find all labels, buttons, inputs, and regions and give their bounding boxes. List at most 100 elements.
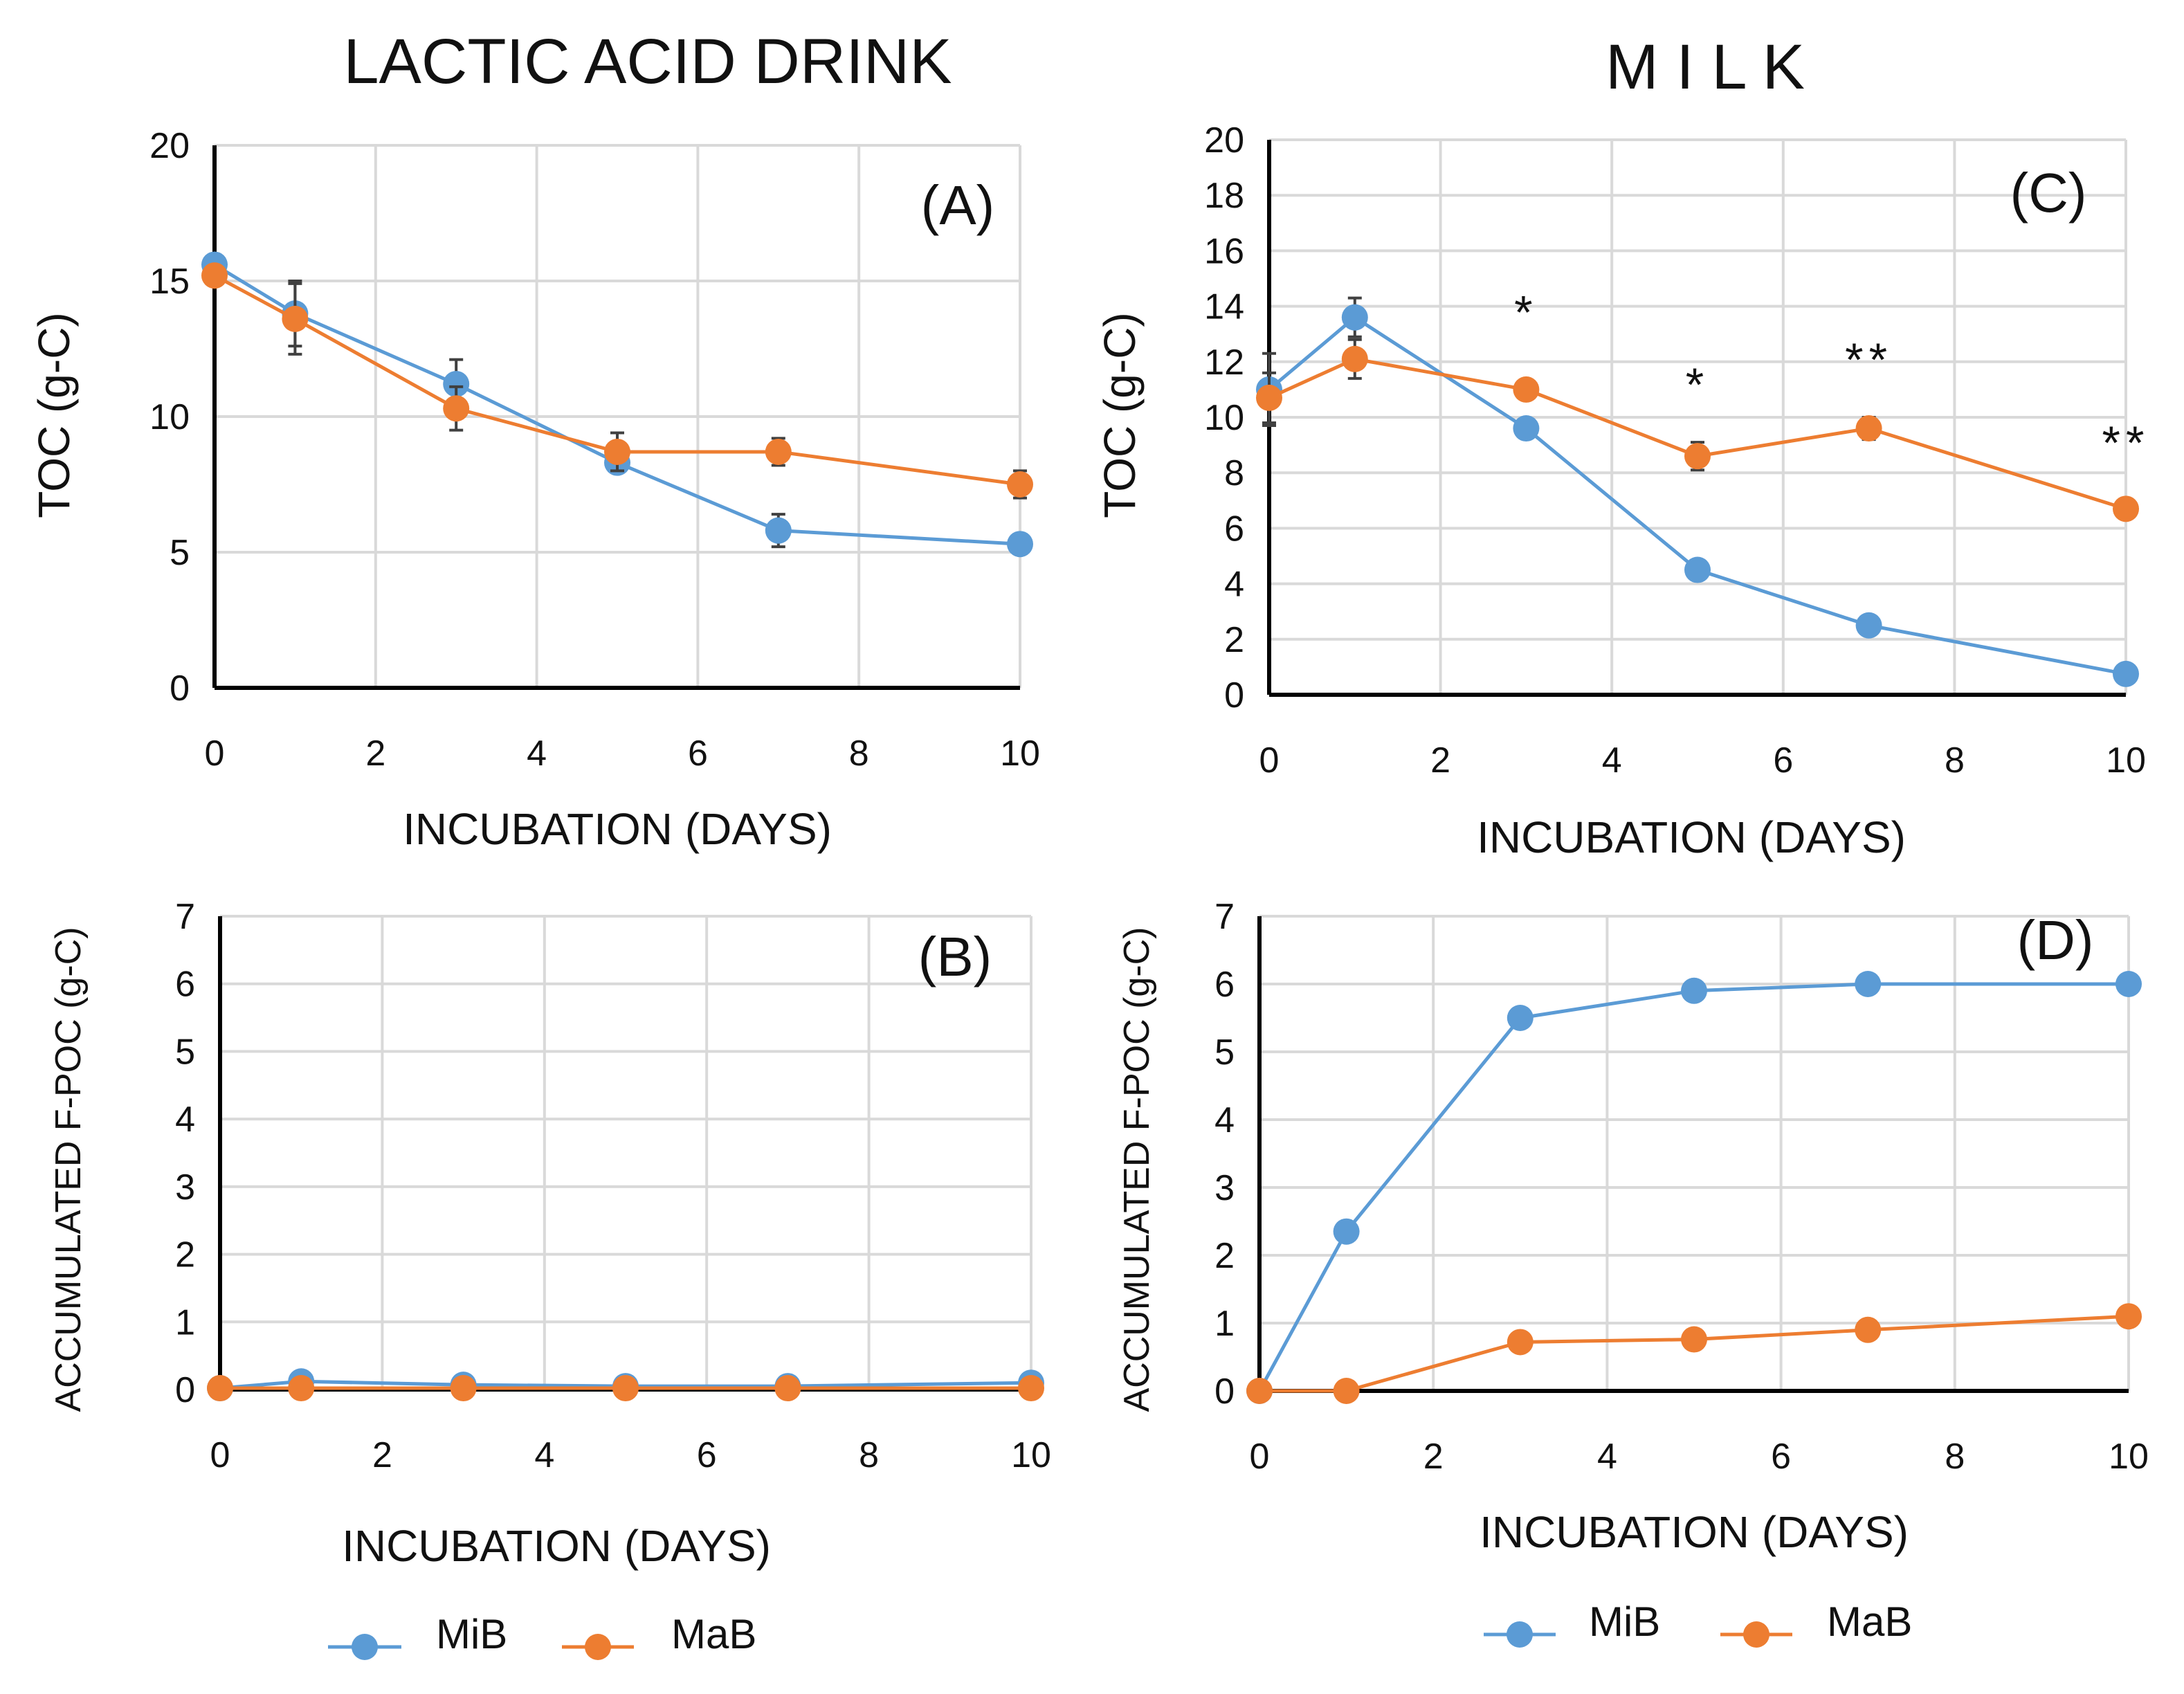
series-mib <box>1256 296 2139 687</box>
series-line <box>1268 315 2127 676</box>
data-point <box>288 1375 315 1402</box>
y-axis-label: ACCUMULATED F-POC (g-C) <box>48 927 89 1412</box>
chart-panel-a: 0 5 10 15 20 0 2 4 6 8 10 INCUBATION (DAYS) TOC (g-C… <box>29 126 1040 854</box>
legend-left: MiB MaB <box>328 1611 756 1660</box>
data-point <box>1681 1326 1707 1353</box>
data-point <box>1684 443 1711 470</box>
x-axis-label: INCUBATION (DAYS) <box>342 1521 771 1571</box>
legend-item-mab: MaB <box>1720 1599 1912 1648</box>
data-point <box>201 262 228 289</box>
x-tick-label: 6 <box>688 734 708 774</box>
y-tick-label: 18 <box>1204 176 1244 216</box>
data-point <box>765 517 792 544</box>
x-axis-label: INCUBATION (DAYS) <box>403 804 832 854</box>
x-tick-label: 0 <box>205 734 225 774</box>
y-tick-label: 6 <box>1224 509 1244 549</box>
series-line <box>1257 982 2129 1392</box>
x-axis-label: INCUBATION (DAYS) <box>1480 1507 1909 1557</box>
column-title-milk: M I L K <box>1605 32 1805 102</box>
series-line <box>1268 357 2127 511</box>
y-tick-label: 15 <box>149 262 190 302</box>
y-tick-label: 16 <box>1204 231 1244 271</box>
chart-panel-b: 0 1 2 3 4 5 6 7 0 2 4 6 8 10 INCUBATION (DAYS) ACCUMULA… <box>48 897 1051 1571</box>
data-point <box>1855 612 1882 639</box>
y-tick-label: 2 <box>1224 620 1244 660</box>
y-tick-label: 4 <box>1224 565 1244 605</box>
chart-panel-d: 0 1 2 3 4 5 6 7 0 2 4 6 8 10 INCUBATION (DAYS) ACCUMULA… <box>1117 897 2149 1557</box>
x-tick-label: 8 <box>849 734 869 774</box>
x-tick-label: 2 <box>1423 1437 1444 1477</box>
x-tick-label: 2 <box>1430 740 1450 781</box>
y-tick-label: 20 <box>1204 120 1244 161</box>
legend-right: MiB MaB <box>1484 1599 1912 1648</box>
x-tick-label: 2 <box>365 734 385 774</box>
data-point <box>1333 1378 1360 1404</box>
y-tick-label: 5 <box>175 1032 195 1072</box>
y-tick-label: 20 <box>149 126 190 166</box>
data-point <box>1513 415 1540 442</box>
x-tick-label: 10 <box>2109 1437 2149 1477</box>
y-tick-label: 5 <box>1214 1032 1235 1073</box>
x-tick-label: 8 <box>1945 740 1965 781</box>
legend-marker <box>585 1634 611 1660</box>
significance-marker: * <box>1514 286 1538 339</box>
data-point <box>765 438 792 465</box>
data-point <box>1513 376 1540 403</box>
y-tick-label: 6 <box>175 965 195 1005</box>
y-tick-label: 3 <box>175 1167 195 1208</box>
y-axis-label: TOC (g-C) <box>29 312 79 518</box>
y-tick-label: 7 <box>1214 897 1235 937</box>
y-tick-label: 8 <box>1224 453 1244 493</box>
x-tick-label: 4 <box>1597 1437 1617 1477</box>
y-tick-label: 0 <box>1224 675 1244 716</box>
data-point <box>1855 1316 1882 1343</box>
y-tick-label: 6 <box>1214 965 1235 1005</box>
x-tick-label: 4 <box>527 734 547 774</box>
x-tick-label: 8 <box>859 1435 879 1475</box>
legend-item-mib: MiB <box>328 1611 507 1660</box>
x-tick-label: 10 <box>1011 1435 1051 1475</box>
legend-label: MaB <box>1827 1599 1912 1645</box>
data-point <box>1007 471 1033 498</box>
data-point <box>443 370 470 397</box>
data-point <box>443 395 470 422</box>
series-line <box>1259 1314 2129 1393</box>
y-axis-label: ACCUMULATED F-POC (g-C) <box>1117 927 1157 1412</box>
data-point <box>1333 1218 1360 1245</box>
data-point <box>1341 345 1368 372</box>
data-point <box>1681 977 1707 1004</box>
series-mab <box>1256 338 2139 522</box>
data-point <box>1507 1329 1534 1356</box>
x-tick-label: 2 <box>372 1435 392 1475</box>
data-point <box>2113 495 2139 522</box>
significance-marker: * <box>1686 358 1709 411</box>
data-point <box>1007 531 1033 558</box>
data-point <box>2115 971 2142 997</box>
x-tick-label: 0 <box>1259 740 1280 781</box>
series-mab <box>1246 1303 2142 1404</box>
legend-marker <box>352 1634 378 1660</box>
significance-marker: ** <box>1845 334 1893 386</box>
y-axis-label: TOC (g-C) <box>1095 312 1145 518</box>
y-tick-label: 0 <box>175 1370 195 1410</box>
y-tick-label: 1 <box>175 1302 195 1342</box>
panel-label: (D) <box>2017 909 2093 971</box>
data-point <box>2115 1303 2142 1330</box>
y-tick-label: 1 <box>1214 1304 1235 1344</box>
legend-marker <box>1743 1621 1769 1648</box>
data-point <box>1246 1378 1273 1404</box>
x-tick-label: 4 <box>534 1435 554 1475</box>
y-tick-label: 0 <box>1214 1372 1235 1412</box>
significance-marker: ** <box>2102 417 2150 469</box>
data-point <box>1855 971 1882 997</box>
y-tick-label: 2 <box>1214 1236 1235 1276</box>
legend-marker <box>1507 1621 1533 1648</box>
legend-item-mib: MiB <box>1484 1599 1660 1648</box>
data-point <box>1855 415 1882 442</box>
data-point <box>207 1375 233 1402</box>
data-point <box>450 1375 477 1402</box>
data-point <box>612 1375 639 1402</box>
x-tick-label: 10 <box>1000 734 1040 774</box>
y-tick-label: 4 <box>1214 1100 1235 1140</box>
